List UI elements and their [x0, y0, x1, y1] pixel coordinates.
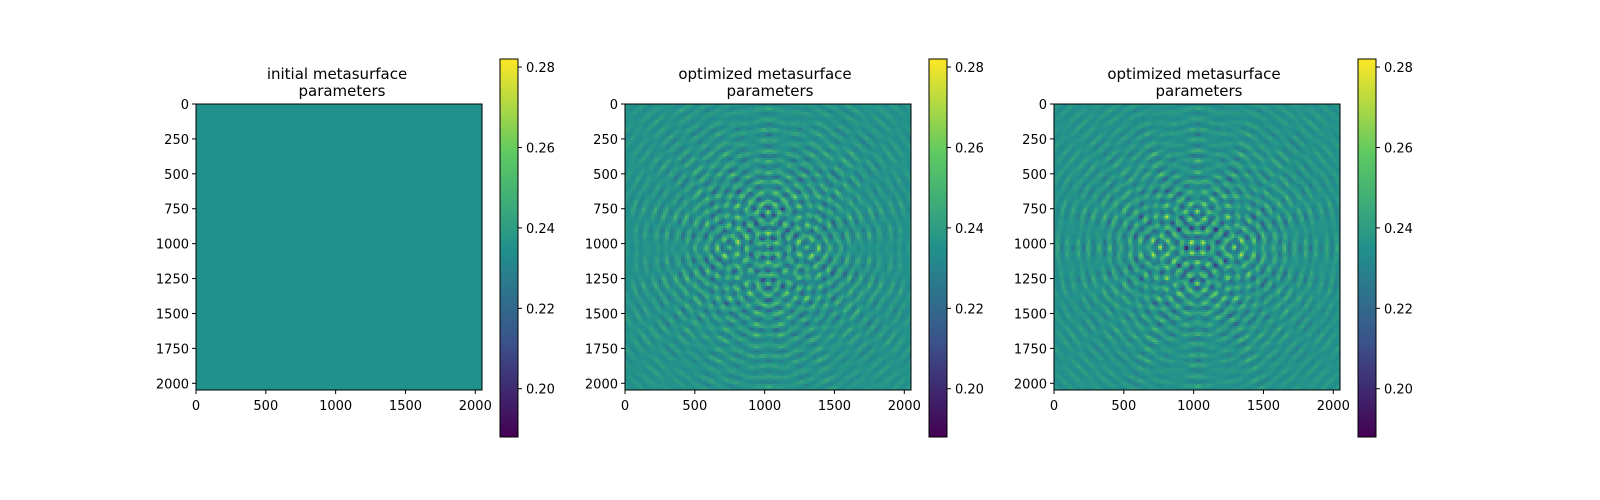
colorbar-tick-label: 0.24 — [526, 222, 555, 237]
heatmap-image — [625, 104, 911, 390]
colorbar-tick-label: 0.20 — [955, 383, 984, 398]
panel-initial-metasurface: initial metasurface parameters 0 500 1000 1… — [156, 58, 555, 438]
y-axis-ticks: 0 250 500 750 1000 1250 1500 1750 2000 — [585, 98, 625, 392]
y-tick-label: 750 — [1022, 203, 1047, 218]
y-tick-label: 1000 — [585, 238, 618, 253]
colorbar-tick-label: 0.22 — [1384, 302, 1413, 317]
axes-frame — [195, 103, 483, 391]
colorbar-tick-label: 0.28 — [526, 61, 555, 76]
colorbar-tick-label: 0.26 — [955, 141, 984, 156]
y-tick-label: 250 — [593, 133, 618, 148]
y-tick-label: 1500 — [585, 307, 618, 322]
colorbar-ticks: 0.20 0.22 0.24 0.26 0.28 — [947, 61, 984, 398]
heatmap-image — [1054, 104, 1340, 390]
panel-optimized-metasurface-2: optimized metasurface parameters 0 500 100… — [1014, 58, 1413, 438]
heatmap-raster — [625, 104, 911, 390]
y-tick-label: 2000 — [156, 377, 189, 392]
x-tick-label: 1500 — [389, 399, 422, 414]
y-tick-label: 1000 — [156, 238, 189, 253]
x-tick-label: 1500 — [818, 399, 851, 414]
colorbar-tick-label: 0.22 — [526, 302, 555, 317]
panel-title-line-1: optimized metasurface — [678, 65, 851, 83]
panel-title-line-2: parameters — [1155, 82, 1242, 100]
x-axis-ticks: 0 500 1000 1500 2000 — [621, 390, 921, 414]
panel-title-line-1: optimized metasurface — [1107, 65, 1280, 83]
x-tick-label: 2000 — [888, 399, 921, 414]
colorbar-tick-label: 0.26 — [1384, 141, 1413, 156]
heatmap-image — [196, 104, 482, 390]
axes-frame — [624, 103, 912, 391]
colorbar-tick-label: 0.24 — [955, 222, 984, 237]
y-axis-ticks: 0 250 500 750 1000 1250 1500 1750 2000 — [156, 98, 196, 392]
y-tick-label: 1250 — [585, 273, 618, 288]
y-tick-label: 500 — [164, 168, 189, 183]
y-tick-label: 1500 — [1014, 307, 1047, 322]
heatmap-fill — [196, 104, 482, 390]
y-tick-label: 500 — [1022, 168, 1047, 183]
y-tick-label: 1750 — [156, 342, 189, 357]
panel-title-line-2: parameters — [726, 82, 813, 100]
y-tick-label: 750 — [593, 203, 618, 218]
y-tick-label: 1750 — [585, 342, 618, 357]
heatmap-raster — [1054, 104, 1340, 390]
colorbar-ticks: 0.20 0.22 0.24 0.26 0.28 — [1376, 61, 1413, 398]
colorbar: 0.20 0.22 0.24 0.26 0.28 — [1357, 58, 1413, 438]
x-tick-label: 1000 — [1177, 399, 1210, 414]
x-tick-label: 1000 — [319, 399, 352, 414]
x-axis-ticks: 0 500 1000 1500 2000 — [192, 390, 492, 414]
y-tick-label: 1500 — [156, 307, 189, 322]
y-tick-label: 500 — [593, 168, 618, 183]
y-tick-label: 1250 — [1014, 273, 1047, 288]
y-tick-label: 250 — [164, 133, 189, 148]
x-tick-label: 2000 — [459, 399, 492, 414]
colorbar: 0.20 0.22 0.24 0.26 0.28 — [928, 58, 984, 438]
x-tick-label: 0 — [192, 399, 200, 414]
y-tick-label: 2000 — [1014, 377, 1047, 392]
colorbar-gradient — [499, 58, 519, 438]
axes-frame — [1053, 103, 1341, 391]
x-tick-label: 500 — [1111, 399, 1136, 414]
x-tick-label: 1500 — [1247, 399, 1280, 414]
colorbar-tick-label: 0.26 — [526, 141, 555, 156]
y-axis-ticks: 0 250 500 750 1000 1250 1500 1750 2000 — [1014, 98, 1054, 392]
colorbar-gradient — [1357, 58, 1377, 438]
y-tick-label: 2000 — [585, 377, 618, 392]
panel-optimized-metasurface-1: optimized metasurface parameters 0 500 100… — [585, 58, 984, 438]
colorbar-tick-label: 0.28 — [1384, 61, 1413, 76]
y-tick-label: 250 — [1022, 133, 1047, 148]
panel-title-line-2: parameters — [298, 82, 385, 100]
x-tick-label: 500 — [682, 399, 707, 414]
y-tick-label: 0 — [610, 98, 618, 113]
x-tick-label: 2000 — [1317, 399, 1350, 414]
colorbar-tick-label: 0.24 — [1384, 222, 1413, 237]
colorbar-tick-label: 0.22 — [955, 302, 984, 317]
y-tick-label: 1000 — [1014, 238, 1047, 253]
x-tick-label: 1000 — [748, 399, 781, 414]
y-tick-label: 0 — [181, 98, 189, 113]
colorbar-ticks: 0.20 0.22 0.24 0.26 0.28 — [518, 61, 555, 398]
colorbar: 0.20 0.22 0.24 0.26 0.28 — [499, 58, 555, 438]
colorbar-tick-label: 0.28 — [955, 61, 984, 76]
y-tick-label: 1750 — [1014, 342, 1047, 357]
colorbar-tick-label: 0.20 — [526, 383, 555, 398]
x-tick-label: 0 — [621, 399, 629, 414]
x-tick-label: 500 — [253, 399, 278, 414]
x-tick-label: 0 — [1050, 399, 1058, 414]
x-axis-ticks: 0 500 1000 1500 2000 — [1050, 390, 1350, 414]
panel-title-line-1: initial metasurface — [267, 65, 407, 83]
y-tick-label: 750 — [164, 203, 189, 218]
y-tick-label: 0 — [1039, 98, 1047, 113]
colorbar-gradient — [928, 58, 948, 438]
y-tick-label: 1250 — [156, 273, 189, 288]
colorbar-tick-label: 0.20 — [1384, 383, 1413, 398]
